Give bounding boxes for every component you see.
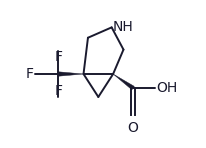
Text: F: F [26, 67, 34, 81]
Polygon shape [112, 74, 134, 90]
Polygon shape [58, 72, 83, 76]
Text: OH: OH [155, 81, 176, 95]
Text: F: F [54, 50, 62, 64]
Text: F: F [54, 84, 62, 98]
Text: NH: NH [112, 20, 133, 34]
Text: O: O [127, 121, 138, 135]
